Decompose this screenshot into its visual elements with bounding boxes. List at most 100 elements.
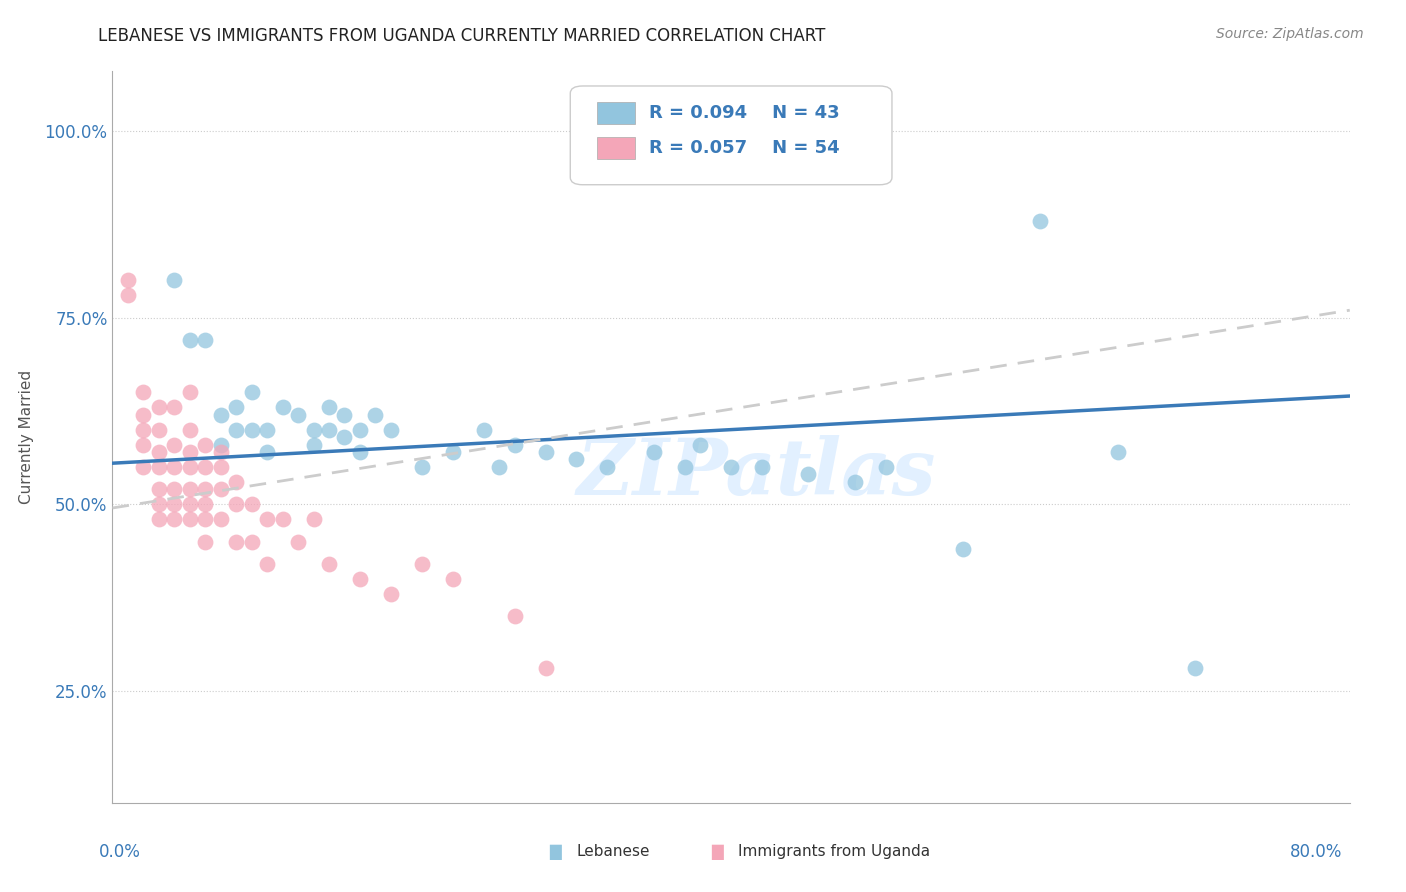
Point — [179, 483, 201, 497]
Point — [209, 437, 232, 451]
Point — [179, 423, 201, 437]
Point — [844, 475, 866, 489]
Point — [209, 408, 232, 422]
Point — [117, 273, 139, 287]
Point — [534, 661, 557, 675]
Point — [209, 483, 232, 497]
Point — [349, 423, 371, 437]
Point — [179, 459, 201, 474]
Point — [318, 401, 340, 415]
Point — [240, 385, 263, 400]
Point — [163, 497, 186, 511]
Point — [1107, 445, 1129, 459]
Text: R = 0.094    N = 43: R = 0.094 N = 43 — [650, 104, 839, 122]
Point — [503, 609, 526, 624]
Text: 0.0%: 0.0% — [98, 843, 141, 861]
Point — [302, 423, 325, 437]
Point — [596, 459, 619, 474]
Point — [225, 475, 247, 489]
Point — [148, 401, 170, 415]
Point — [349, 445, 371, 459]
Point — [797, 467, 820, 482]
Point — [194, 333, 217, 347]
Point — [287, 534, 309, 549]
Point — [163, 459, 186, 474]
Point — [1184, 661, 1206, 675]
Point — [441, 445, 464, 459]
Point — [287, 408, 309, 422]
Point — [148, 512, 170, 526]
Point — [194, 437, 217, 451]
Point — [256, 557, 278, 571]
Point — [441, 572, 464, 586]
Point — [163, 437, 186, 451]
Point — [148, 497, 170, 511]
Point — [689, 437, 711, 451]
Point — [411, 557, 433, 571]
Point — [132, 423, 155, 437]
Point — [132, 437, 155, 451]
Point — [209, 459, 232, 474]
Point — [411, 459, 433, 474]
Point — [271, 512, 294, 526]
Point — [194, 512, 217, 526]
Text: LEBANESE VS IMMIGRANTS FROM UGANDA CURRENTLY MARRIED CORRELATION CHART: LEBANESE VS IMMIGRANTS FROM UGANDA CURRE… — [98, 27, 825, 45]
Point — [132, 459, 155, 474]
Point — [349, 572, 371, 586]
FancyBboxPatch shape — [571, 86, 891, 185]
Text: R = 0.057    N = 54: R = 0.057 N = 54 — [650, 139, 839, 157]
Point — [194, 459, 217, 474]
Point — [148, 445, 170, 459]
Point — [1029, 213, 1052, 227]
Y-axis label: Currently Married: Currently Married — [18, 370, 34, 504]
Point — [179, 497, 201, 511]
Text: Source: ZipAtlas.com: Source: ZipAtlas.com — [1216, 27, 1364, 41]
FancyBboxPatch shape — [598, 137, 634, 159]
Point — [225, 401, 247, 415]
Point — [163, 273, 186, 287]
Point — [117, 288, 139, 302]
Point — [225, 423, 247, 437]
Point — [148, 483, 170, 497]
Point — [179, 512, 201, 526]
Point — [256, 512, 278, 526]
Point — [163, 512, 186, 526]
Point — [318, 423, 340, 437]
Text: ZIPatlas: ZIPatlas — [576, 435, 935, 512]
Point — [179, 445, 201, 459]
Point — [364, 408, 387, 422]
Point — [565, 452, 588, 467]
Point — [720, 459, 742, 474]
Point — [256, 423, 278, 437]
Point — [333, 430, 356, 444]
Point — [148, 423, 170, 437]
Point — [318, 557, 340, 571]
Point — [179, 385, 201, 400]
Point — [952, 542, 974, 557]
Point — [194, 497, 217, 511]
Point — [534, 445, 557, 459]
Text: Lebanese: Lebanese — [576, 845, 650, 859]
Text: 80.0%: 80.0% — [1291, 843, 1343, 861]
Point — [179, 333, 201, 347]
Point — [380, 423, 402, 437]
Point — [240, 497, 263, 511]
Point — [751, 459, 773, 474]
Text: █: █ — [711, 844, 723, 860]
Point — [148, 459, 170, 474]
Point — [209, 445, 232, 459]
Point — [271, 401, 294, 415]
Point — [875, 459, 897, 474]
FancyBboxPatch shape — [598, 102, 634, 124]
Point — [225, 497, 247, 511]
Point — [132, 408, 155, 422]
Point — [194, 483, 217, 497]
Point — [380, 587, 402, 601]
Point — [132, 385, 155, 400]
Point — [488, 459, 510, 474]
Text: Immigrants from Uganda: Immigrants from Uganda — [738, 845, 931, 859]
Point — [643, 445, 665, 459]
Point — [240, 534, 263, 549]
Point — [256, 445, 278, 459]
Point — [503, 437, 526, 451]
